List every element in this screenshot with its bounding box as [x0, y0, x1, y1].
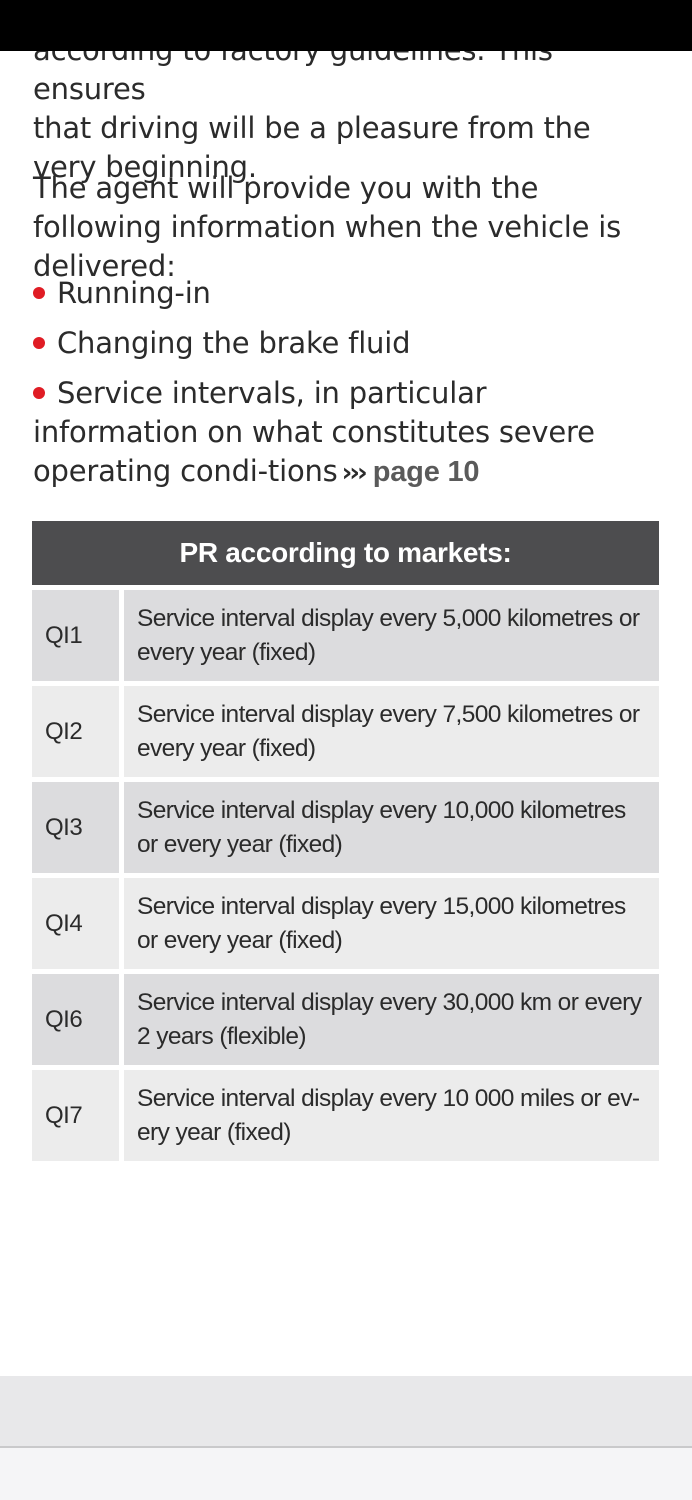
description-cell: Service interval display every 7,500 kil… — [124, 686, 659, 777]
table-row: QI6 Service interval display every 30,00… — [32, 974, 659, 1065]
table-row: QI2 Service interval display every 7,500… — [32, 686, 659, 777]
list-item: Changing the brake fluid — [33, 324, 658, 363]
navigation-bar — [0, 1448, 692, 1500]
list-item-text: Changing the brake fluid — [57, 326, 411, 360]
intro-paragraph: according to factory guidelines. This en… — [33, 31, 658, 187]
description-cell: Service interval display every 30,000 km… — [124, 974, 659, 1065]
bullet-dot-icon — [33, 287, 45, 299]
table-row: QI1 Service interval display every 5,000… — [32, 590, 659, 681]
description-cell: Service interval display every 10 000 mi… — [124, 1070, 659, 1161]
description-cell: Service interval display every 10,000 ki… — [124, 782, 659, 873]
status-bar — [0, 0, 692, 51]
pr-code-cell: QI7 — [32, 1070, 124, 1161]
document-content: according to factory guidelines. This en… — [32, 31, 659, 1161]
table-row: QI7 Service interval display every 10 00… — [32, 1070, 659, 1161]
pr-code-cell: QI1 — [32, 590, 124, 681]
delivery-info-list: Running-in Changing the brake fluid Serv… — [33, 274, 658, 504]
pr-markets-table: PR according to markets: QI1 Service int… — [32, 521, 659, 1161]
table-row: QI3 Service interval display every 10,00… — [32, 782, 659, 873]
cross-reference-arrow-icon: ››› — [341, 458, 368, 488]
pr-code-cell: QI2 — [32, 686, 124, 777]
viewer-toolbar[interactable] — [0, 1376, 692, 1448]
pr-code-cell: QI3 — [32, 782, 124, 873]
pr-code-cell: QI4 — [32, 878, 124, 969]
description-cell: Service interval display every 15,000 ki… — [124, 878, 659, 969]
list-item: Service intervals, in particular informa… — [33, 374, 658, 493]
list-item: Running-in — [33, 274, 658, 313]
bullet-dot-icon — [33, 387, 45, 399]
bullet-dot-icon — [33, 337, 45, 349]
description-cell: Service interval display every 5,000 kil… — [124, 590, 659, 681]
intro-text: that driving will be a pleasure from the… — [33, 111, 591, 184]
list-item-text: Running-in — [57, 276, 211, 310]
list-item-text: Service intervals, in particular informa… — [33, 376, 595, 488]
table-row: QI4 Service interval display every 15,00… — [32, 878, 659, 969]
delivery-info-paragraph: The agent will provide you with the foll… — [33, 171, 621, 283]
pr-code-cell: QI6 — [32, 974, 124, 1065]
page-reference-link[interactable]: page 10 — [372, 456, 480, 488]
table-header: PR according to markets: — [32, 521, 659, 585]
